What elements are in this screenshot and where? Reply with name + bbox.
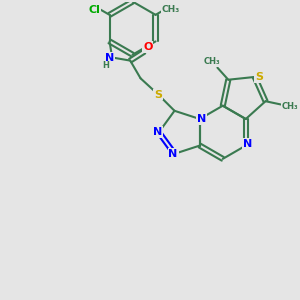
Text: O: O [143,42,153,52]
Text: CH₃: CH₃ [204,57,220,66]
Text: N: N [196,114,206,124]
Text: N: N [243,139,252,149]
Text: Cl: Cl [88,5,100,15]
Text: N: N [153,127,162,137]
Text: N: N [168,149,178,159]
Text: S: S [154,90,162,100]
Text: CH₃: CH₃ [281,102,298,111]
Text: N: N [105,52,114,63]
Text: H: H [103,61,110,70]
Text: S: S [255,72,263,82]
Text: CH₃: CH₃ [162,5,180,14]
